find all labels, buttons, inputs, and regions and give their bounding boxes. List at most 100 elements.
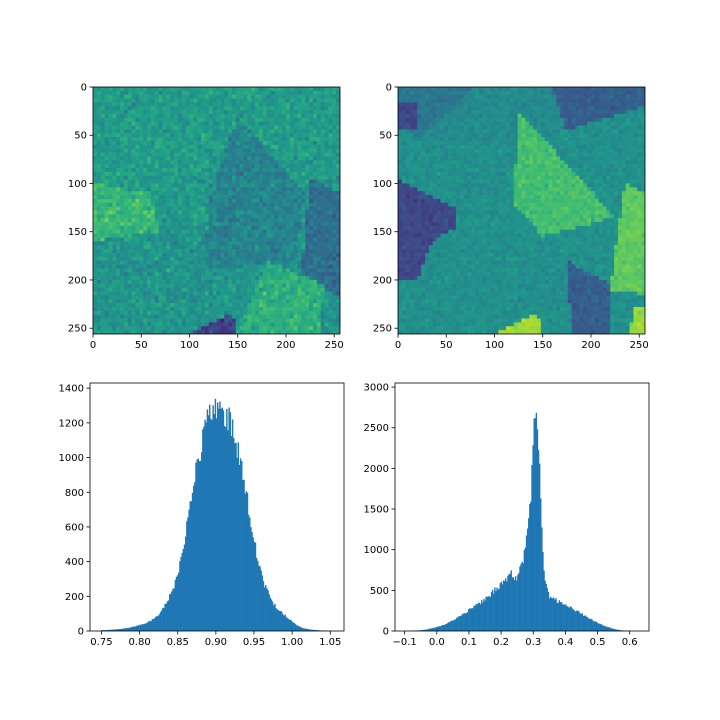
heatmap-cell: [154, 117, 159, 123]
heatmap-cell: [621, 102, 627, 107]
heatmap-cell: [170, 225, 175, 231]
heatmap-cell: [150, 283, 156, 289]
heatmap-cell: [305, 252, 310, 258]
heatmap-cell: [112, 94, 117, 99]
heatmap-cell: [131, 195, 136, 200]
heatmap-cell: [247, 218, 252, 223]
heatmap-cell: [255, 291, 260, 296]
heatmap-cell: [274, 279, 279, 285]
heatmap-cell: [96, 156, 102, 161]
heatmap-cell: [131, 218, 136, 223]
heatmap-cell: [312, 160, 318, 165]
heatmap-cell: [556, 94, 561, 99]
heatmap-cell: [513, 114, 518, 119]
heatmap-cell: [336, 144, 340, 150]
heatmap-cell: [170, 310, 175, 316]
heatmap-cell: [552, 102, 557, 107]
heatmap-cell: [177, 299, 183, 304]
heatmap-cell: [104, 306, 109, 312]
heatmap-cell: [278, 121, 283, 126]
heatmap-cell: [258, 256, 264, 262]
heatmap-cell: [212, 98, 217, 103]
heatmap-cell: [135, 198, 140, 204]
heatmap-cell: [228, 121, 233, 126]
heatmap-cell: [633, 94, 638, 99]
heatmap-cell: [282, 87, 287, 92]
heatmap-cell: [316, 106, 322, 111]
heatmap-cell: [104, 114, 109, 119]
heatmap-cell: [127, 260, 132, 265]
heatmap-cell: [177, 260, 183, 265]
heatmap-cell: [127, 175, 132, 180]
heatmap-cell: [131, 144, 136, 150]
heatmap-cell: [513, 102, 518, 107]
heatmap-cell: [548, 110, 553, 115]
heatmap-cell: [150, 225, 156, 231]
heatmap-cell: [131, 206, 136, 211]
heatmap-cell: [189, 299, 194, 304]
heatmap-cell: [93, 137, 98, 142]
heatmap-cell: [93, 156, 98, 161]
heatmap-cell: [324, 125, 329, 130]
heatmap-cell: [116, 241, 121, 246]
heatmap-cell: [204, 245, 210, 250]
heatmap-cell: [181, 326, 186, 331]
heatmap-cell: [135, 310, 140, 316]
heatmap-cell: [243, 229, 248, 235]
heatmap-cell: [174, 152, 179, 157]
heatmap-cell: [93, 98, 98, 103]
heatmap-cell: [197, 198, 202, 204]
heatmap-cell: [158, 171, 163, 177]
heatmap-cell: [509, 129, 515, 134]
heatmap-cell: [305, 206, 310, 211]
heatmap-cell: [305, 137, 310, 142]
heatmap-cell: [270, 310, 275, 316]
heatmap-cell: [409, 137, 414, 142]
heatmap-cell: [116, 322, 121, 327]
heatmap-cell: [251, 287, 256, 292]
heatmap-cell: [479, 121, 484, 126]
heatmap-cell: [266, 94, 271, 99]
heatmap-cell: [328, 241, 333, 246]
heatmap-cell: [228, 94, 233, 99]
heatmap-cell: [459, 90, 464, 96]
heatmap-cell: [185, 326, 190, 331]
heatmap-cell: [216, 287, 221, 292]
heatmap-cell: [193, 268, 198, 273]
heatmap-cell: [231, 117, 237, 123]
heatmap-cell: [328, 264, 333, 269]
heatmap-cell: [112, 202, 117, 207]
heatmap-cell: [112, 249, 117, 254]
heatmap-cell: [251, 121, 256, 126]
heatmap-cell: [231, 171, 237, 177]
heatmap-cell: [220, 198, 225, 204]
heatmap-cell: [251, 152, 256, 157]
heatmap-cell: [328, 299, 333, 304]
heatmap-cell: [112, 256, 117, 262]
heatmap-cell: [243, 125, 248, 130]
heatmap-cell: [181, 87, 186, 92]
heatmap-cell: [467, 121, 472, 126]
heatmap-cell: [139, 144, 144, 150]
heatmap-cell: [525, 87, 530, 92]
heatmap-cell: [266, 141, 271, 146]
heatmap-cell: [278, 175, 283, 180]
heatmap-cell: [336, 310, 340, 316]
heatmap-cell: [270, 210, 275, 215]
heatmap-cell: [332, 210, 337, 215]
heatmap-cell: [143, 206, 148, 211]
heatmap-cell: [285, 195, 291, 200]
heatmap-cell: [170, 314, 175, 319]
heatmap-cell: [293, 295, 298, 300]
heatmap-cell: [247, 241, 252, 246]
heatmap-cell: [297, 156, 302, 161]
heatmap-cell: [93, 110, 98, 115]
heatmap-cell: [154, 141, 159, 146]
heatmap-cell: [208, 241, 213, 246]
heatmap-cell: [324, 160, 329, 165]
heatmap-cell: [479, 94, 484, 99]
heatmap-cell: [316, 156, 322, 161]
heatmap-cell: [96, 291, 102, 296]
heatmap-cell: [220, 252, 225, 258]
heatmap-cell: [231, 206, 237, 211]
